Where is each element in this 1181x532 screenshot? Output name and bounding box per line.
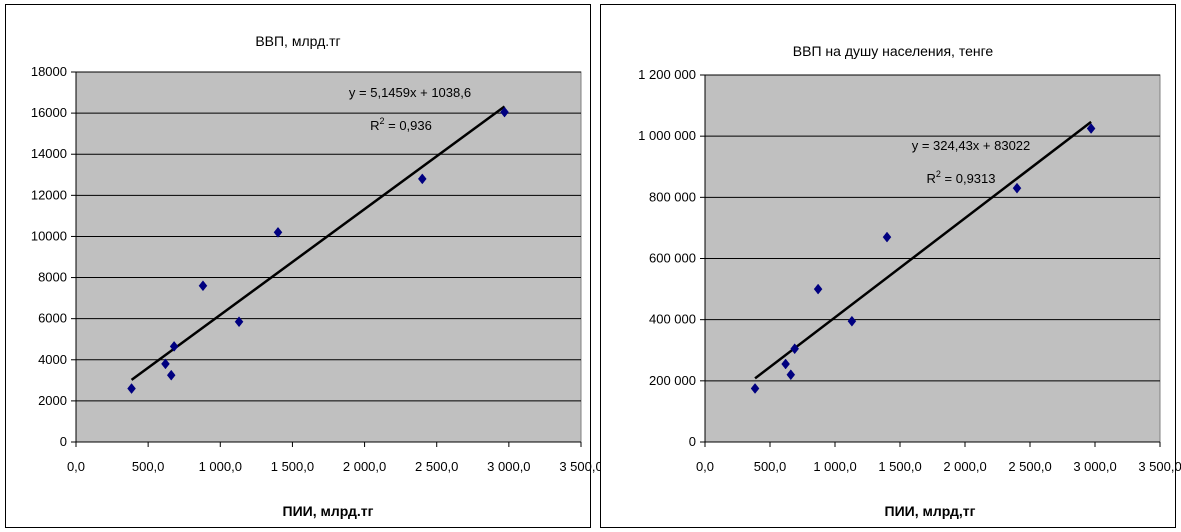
y-tick-label: 800 000 — [649, 189, 696, 204]
chart-title: ВВП, млрд.тг — [255, 33, 340, 49]
chart-panel-gdp-per-capita: 0 200 000 400 000 600 000 800 000 1 000 000 1 … — [600, 4, 1181, 528]
data-point — [781, 358, 790, 370]
data-point — [169, 341, 179, 352]
y-tick-label: 1 200 000 — [638, 67, 696, 82]
y-tick-label: 12000 — [31, 187, 67, 202]
data-point — [882, 231, 892, 243]
y-tick-label: 400 000 — [649, 312, 696, 327]
x-tick-label: 2 500,0 — [415, 459, 458, 474]
r-squared-value: = 0,9313 — [941, 171, 996, 186]
x-tick-label: 500,0 — [754, 459, 787, 474]
trendline-equation: y = 324,43x + 83022 — [912, 138, 1031, 153]
trendline — [130, 105, 506, 381]
y-tick-label: 1 000 000 — [638, 128, 696, 143]
x-tick-label: 0,0 — [696, 459, 714, 474]
y-tick-label: 6000 — [38, 311, 67, 326]
r-squared-superscript: 2 — [380, 116, 385, 126]
trendline-equation: y = 5,1459x + 1038,6 — [349, 85, 471, 100]
data-point — [198, 280, 208, 292]
data-point — [127, 383, 136, 394]
x-tick-label: 500,0 — [132, 459, 165, 474]
y-tick-label: 600 000 — [649, 251, 696, 266]
y-tick-label: 4000 — [38, 352, 67, 367]
r-squared-value: = 0,936 — [385, 118, 432, 133]
y-tick-label: 10000 — [31, 228, 67, 243]
x-tick-label: 1 000,0 — [813, 459, 856, 474]
r-squared-symbol: R — [370, 118, 379, 133]
y-tick-label: 2000 — [38, 393, 67, 408]
data-point — [1086, 123, 1096, 134]
data-point — [786, 369, 796, 381]
chart-title: ВВП на душу населения, тенге — [793, 43, 994, 59]
gdp-per-capita-chart-svg: 0 200 000 400 000 600 000 800 000 1 000 000 1 … — [638, 43, 1181, 519]
data-point — [417, 173, 427, 185]
plot-area — [75, 71, 582, 443]
x-tick-label: 1 500,0 — [271, 459, 314, 474]
x-tick-label: 3 000,0 — [487, 459, 530, 474]
x-axis-label: ПИИ, млрд,тг — [885, 503, 976, 519]
chart-panel-gdp: 0 2000 4000 6000 8000 10000 12000 14000 16000 180… — [5, 4, 603, 528]
data-point — [1012, 182, 1022, 194]
y-tick-label: 0 — [689, 434, 696, 449]
data-point — [234, 316, 244, 328]
x-tick-label: 2 500,0 — [1008, 459, 1051, 474]
r-squared-superscript: 2 — [936, 169, 941, 179]
x-axis-label: ПИИ, млрд.тг — [283, 503, 374, 519]
data-point — [273, 226, 283, 238]
y-tick-label: 8000 — [38, 270, 67, 285]
r-squared-label: R2 = 0,936 — [370, 116, 432, 133]
data-point — [166, 369, 176, 381]
r-squared-symbol: R — [927, 171, 936, 186]
x-tick-label: 3 500,0 — [1138, 459, 1181, 474]
y-tick-label: 200 000 — [649, 373, 696, 388]
x-tick-label: 0,0 — [67, 459, 85, 474]
data-point — [750, 383, 760, 394]
data-point — [790, 343, 800, 355]
x-tick-label: 3 000,0 — [1073, 459, 1116, 474]
y-tick-label: 16000 — [31, 105, 67, 120]
x-tick-label: 3 500,0 — [559, 459, 602, 474]
x-tick-label: 2 000,0 — [943, 459, 986, 474]
gdp-chart-svg: 0 2000 4000 6000 8000 10000 12000 14000 16000 180… — [31, 33, 603, 519]
r-squared-label: R2 = 0,9313 — [927, 169, 996, 186]
trendline — [754, 120, 1092, 380]
x-tick-label: 2 000,0 — [343, 459, 386, 474]
y-tick-label: 0 — [60, 434, 67, 449]
y-tick-label: 14000 — [31, 146, 67, 161]
data-point — [500, 106, 509, 118]
y-tick-label: 18000 — [31, 64, 67, 79]
data-point — [847, 315, 857, 327]
data-point — [161, 358, 170, 370]
x-tick-label: 1 000,0 — [199, 459, 242, 474]
data-point — [813, 283, 823, 295]
x-tick-label: 1 500,0 — [878, 459, 921, 474]
